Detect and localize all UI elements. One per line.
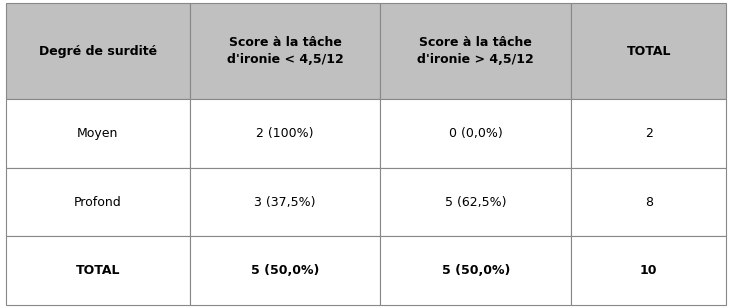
Text: 5 (50,0%): 5 (50,0%) [251,264,319,277]
Text: 2: 2 [645,127,653,140]
FancyBboxPatch shape [190,168,381,236]
Text: Score à la tâche
d'ironie < 4,5/12: Score à la tâche d'ironie < 4,5/12 [227,36,343,66]
FancyBboxPatch shape [571,3,726,99]
Text: 5 (62,5%): 5 (62,5%) [445,196,507,209]
Text: 10: 10 [640,264,657,277]
FancyBboxPatch shape [571,99,726,168]
Text: Moyen: Moyen [77,127,119,140]
Text: TOTAL: TOTAL [75,264,120,277]
FancyBboxPatch shape [381,168,571,236]
Text: 3 (37,5%): 3 (37,5%) [254,196,315,209]
Text: Degré de surdité: Degré de surdité [39,45,157,58]
FancyBboxPatch shape [6,99,190,168]
FancyBboxPatch shape [190,236,381,305]
FancyBboxPatch shape [190,99,381,168]
FancyBboxPatch shape [381,3,571,99]
FancyBboxPatch shape [381,99,571,168]
Text: 8: 8 [645,196,653,209]
FancyBboxPatch shape [571,168,726,236]
Text: Score à la tâche
d'ironie > 4,5/12: Score à la tâche d'ironie > 4,5/12 [417,36,534,66]
FancyBboxPatch shape [6,236,190,305]
FancyBboxPatch shape [6,3,190,99]
FancyBboxPatch shape [6,168,190,236]
FancyBboxPatch shape [190,3,381,99]
Text: Profond: Profond [74,196,122,209]
Text: 5 (50,0%): 5 (50,0%) [441,264,510,277]
FancyBboxPatch shape [571,236,726,305]
Text: TOTAL: TOTAL [627,45,671,58]
Text: 0 (0,0%): 0 (0,0%) [449,127,503,140]
Text: 2 (100%): 2 (100%) [256,127,314,140]
FancyBboxPatch shape [381,236,571,305]
